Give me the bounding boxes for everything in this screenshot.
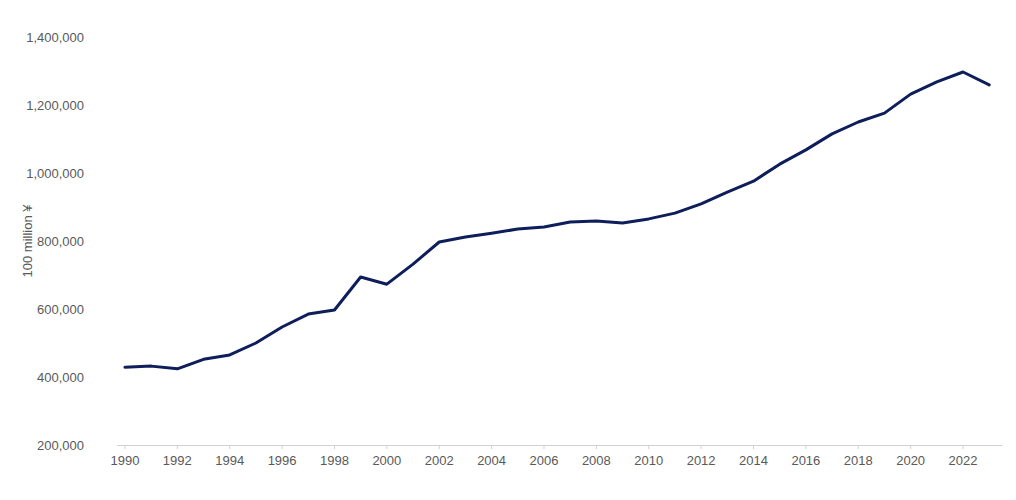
x-tick-label: 2012 bbox=[687, 453, 716, 468]
y-tick bbox=[115, 445, 117, 446]
x-tick bbox=[805, 445, 806, 449]
x-tick-label: 1998 bbox=[320, 453, 349, 468]
x-tick bbox=[701, 445, 702, 449]
x-tick-label: 2002 bbox=[425, 453, 454, 468]
x-tick bbox=[753, 445, 754, 449]
x-tick-label: 1996 bbox=[268, 453, 297, 468]
chart-container: 200,000 400,000 600,000 800,000 1,000,000 1,2… bbox=[0, 0, 1016, 500]
x-tick bbox=[596, 445, 597, 449]
x-tick bbox=[543, 445, 544, 449]
x-tick bbox=[124, 445, 125, 449]
chart: 200,000 400,000 600,000 800,000 1,000,000 1,2… bbox=[0, 0, 1016, 500]
x-tick bbox=[177, 445, 178, 449]
x-tick-label: 2004 bbox=[477, 453, 506, 468]
y-tick-label: 1,200,000 bbox=[26, 98, 84, 113]
x-tick-label: 2020 bbox=[896, 453, 925, 468]
x-tick bbox=[386, 445, 387, 449]
x-tick-label: 2006 bbox=[530, 453, 559, 468]
x-tick bbox=[229, 445, 230, 449]
y-tick-label: 1,400,000 bbox=[26, 30, 84, 45]
y-tick bbox=[115, 173, 117, 174]
y-tick-label: 200,000 bbox=[37, 438, 84, 453]
x-tick bbox=[491, 445, 492, 449]
y-tick-label: 600,000 bbox=[37, 302, 84, 317]
x-tick bbox=[648, 445, 649, 449]
y-tick bbox=[115, 105, 117, 106]
y-tick bbox=[115, 241, 117, 242]
x-tick-label: 2016 bbox=[791, 453, 820, 468]
x-tick-label: 2022 bbox=[949, 453, 978, 468]
y-tick bbox=[115, 37, 117, 38]
y-tick bbox=[115, 377, 117, 378]
y-axis-label: 100 million ¥ bbox=[20, 204, 35, 278]
y-tick-label: 1,000,000 bbox=[26, 166, 84, 181]
x-tick-label: 1992 bbox=[163, 453, 192, 468]
x-tick-label: 1994 bbox=[215, 453, 244, 468]
x-tick bbox=[282, 445, 283, 449]
plot-area bbox=[125, 72, 989, 369]
y-tick bbox=[115, 309, 117, 310]
y-tick-label: 800,000 bbox=[37, 234, 84, 249]
x-tick bbox=[963, 445, 964, 449]
x-tick bbox=[334, 445, 335, 449]
y-tick-label: 400,000 bbox=[37, 370, 84, 385]
x-tick-label: 2000 bbox=[372, 453, 401, 468]
x-tick-label: 2014 bbox=[739, 453, 768, 468]
x-tick bbox=[858, 445, 859, 449]
x-axis-line bbox=[117, 445, 1002, 446]
x-tick-label: 2010 bbox=[634, 453, 663, 468]
x-tick bbox=[910, 445, 911, 449]
x-tick-label: 2018 bbox=[844, 453, 873, 468]
x-tick-label: 2008 bbox=[582, 453, 611, 468]
data-line bbox=[125, 72, 989, 369]
x-tick-label: 1990 bbox=[110, 453, 139, 468]
x-tick bbox=[439, 445, 440, 449]
